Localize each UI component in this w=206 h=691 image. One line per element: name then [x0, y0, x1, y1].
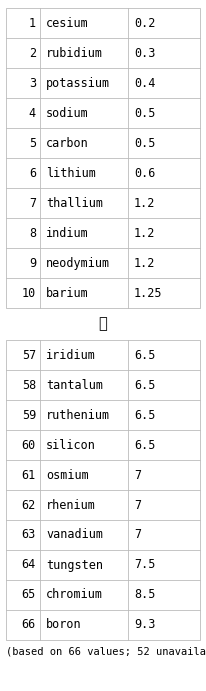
- Text: 7: 7: [134, 498, 141, 511]
- Text: 7: 7: [29, 196, 36, 209]
- Text: 6.5: 6.5: [134, 379, 155, 392]
- Text: barium: barium: [46, 287, 89, 299]
- Text: 0.2: 0.2: [134, 17, 155, 30]
- Text: 1.25: 1.25: [134, 287, 163, 299]
- Text: 5: 5: [29, 137, 36, 149]
- Text: ⋮: ⋮: [99, 316, 107, 332]
- Text: osmium: osmium: [46, 468, 89, 482]
- Text: 6.5: 6.5: [134, 348, 155, 361]
- Text: 62: 62: [22, 498, 36, 511]
- Text: indium: indium: [46, 227, 89, 240]
- Text: 58: 58: [22, 379, 36, 392]
- Text: rhenium: rhenium: [46, 498, 96, 511]
- Text: 59: 59: [22, 408, 36, 422]
- Text: ruthenium: ruthenium: [46, 408, 110, 422]
- Text: 64: 64: [22, 558, 36, 571]
- Text: carbon: carbon: [46, 137, 89, 149]
- Text: 57: 57: [22, 348, 36, 361]
- Text: 8.5: 8.5: [134, 589, 155, 601]
- Text: 0.5: 0.5: [134, 106, 155, 120]
- Text: 63: 63: [22, 529, 36, 542]
- Text: 7: 7: [134, 468, 141, 482]
- Text: 1.2: 1.2: [134, 256, 155, 269]
- Text: 60: 60: [22, 439, 36, 451]
- Text: vanadium: vanadium: [46, 529, 103, 542]
- Text: 9: 9: [29, 256, 36, 269]
- Text: lithium: lithium: [46, 167, 96, 180]
- Text: 0.6: 0.6: [134, 167, 155, 180]
- Text: rubidium: rubidium: [46, 46, 103, 59]
- Text: 10: 10: [22, 287, 36, 299]
- Text: 66: 66: [22, 618, 36, 632]
- Text: 0.3: 0.3: [134, 46, 155, 59]
- Text: boron: boron: [46, 618, 82, 632]
- Text: 6.5: 6.5: [134, 408, 155, 422]
- Text: 7: 7: [134, 529, 141, 542]
- Text: 61: 61: [22, 468, 36, 482]
- Text: tungsten: tungsten: [46, 558, 103, 571]
- Text: (based on 66 values; 52 unavailable): (based on 66 values; 52 unavailable): [6, 647, 206, 657]
- Text: 1.2: 1.2: [134, 196, 155, 209]
- Text: 6.5: 6.5: [134, 439, 155, 451]
- Text: 8: 8: [29, 227, 36, 240]
- Text: iridium: iridium: [46, 348, 96, 361]
- Text: 7.5: 7.5: [134, 558, 155, 571]
- Text: 6: 6: [29, 167, 36, 180]
- Text: sodium: sodium: [46, 106, 89, 120]
- Text: neodymium: neodymium: [46, 256, 110, 269]
- Text: 0.5: 0.5: [134, 137, 155, 149]
- Text: 65: 65: [22, 589, 36, 601]
- Bar: [6, 340, 200, 640]
- Text: tantalum: tantalum: [46, 379, 103, 392]
- Text: chromium: chromium: [46, 589, 103, 601]
- Text: 0.4: 0.4: [134, 77, 155, 90]
- Text: silicon: silicon: [46, 439, 96, 451]
- Text: potassium: potassium: [46, 77, 110, 90]
- Text: thallium: thallium: [46, 196, 103, 209]
- Text: 1: 1: [29, 17, 36, 30]
- Text: 1.2: 1.2: [134, 227, 155, 240]
- Text: cesium: cesium: [46, 17, 89, 30]
- Text: 4: 4: [29, 106, 36, 120]
- Bar: [6, 8, 200, 308]
- Text: 3: 3: [29, 77, 36, 90]
- Text: 9.3: 9.3: [134, 618, 155, 632]
- Text: 2: 2: [29, 46, 36, 59]
